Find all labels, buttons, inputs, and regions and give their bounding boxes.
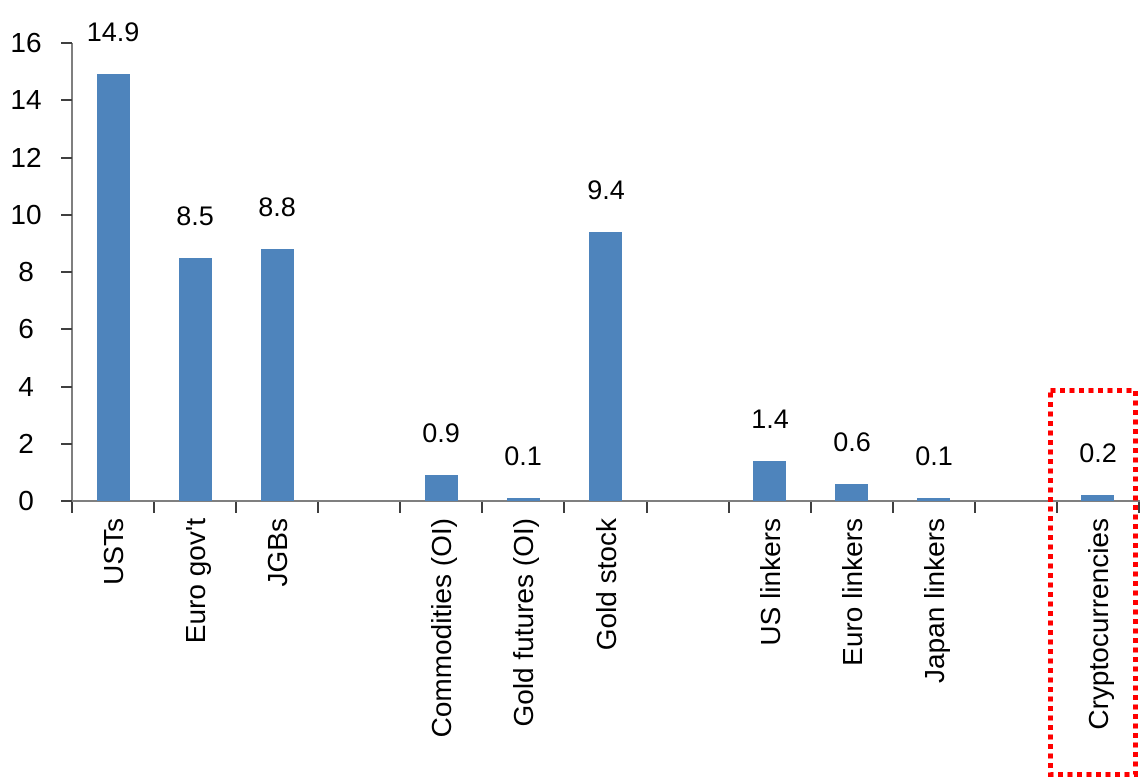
y-tick-label-14: 14	[10, 84, 42, 116]
y-tick-label-2: 2	[18, 427, 34, 459]
y-tick-6	[61, 328, 72, 331]
category-label-japan-linkers: Japan linkers	[919, 518, 950, 683]
y-tick-4	[61, 385, 72, 388]
bar-us-linkers	[753, 461, 786, 501]
value-label-cryptocurrencies: 0.2	[1079, 438, 1117, 468]
y-tick-label-8: 8	[18, 256, 34, 287]
x-tick-7	[645, 502, 648, 513]
x-tick-4	[399, 502, 402, 513]
x-tick-5	[481, 502, 484, 513]
x-tick-6	[563, 502, 566, 513]
category-label-commodities-oi: Commodities (OI)	[426, 518, 457, 738]
x-tick-10	[891, 502, 894, 513]
y-tick-label-16: 16	[10, 27, 42, 58]
category-label-gold-futures-oi: Gold futures (OI)	[508, 518, 539, 727]
x-tick-13	[1138, 502, 1140, 513]
x-tick-0	[71, 502, 73, 513]
y-tick-0	[61, 500, 72, 502]
y-tick-label-10: 10	[10, 198, 42, 230]
bar-commodities-oi	[425, 475, 458, 501]
y-tick-12	[61, 156, 72, 159]
category-label-cryptocurrencies: Cryptocurrencies	[1083, 518, 1114, 730]
value-label-euro-gov-t: 8.5	[176, 201, 214, 231]
bar-euro-gov-t	[179, 258, 212, 501]
bar-cryptocurrencies	[1081, 495, 1114, 501]
x-tick-3	[317, 502, 320, 513]
category-label-usts: USTs	[98, 518, 129, 585]
y-tick-10	[61, 213, 72, 216]
x-tick-1	[153, 502, 156, 513]
value-label-jgbs: 8.8	[258, 192, 296, 222]
category-label-euro-gov-t: Euro gov't	[180, 518, 211, 644]
y-tick-label-4: 4	[18, 370, 34, 402]
value-label-gold-futures-oi: 0.1	[504, 441, 542, 471]
value-label-japan-linkers: 0.1	[915, 441, 953, 471]
bar-gold-stock	[589, 232, 622, 501]
value-label-commodities-oi: 0.9	[422, 418, 460, 448]
y-tick-16	[61, 42, 72, 44]
y-tick-label-0: 0	[18, 485, 34, 516]
y-tick-label-12: 12	[10, 141, 42, 173]
y-tick-8	[61, 271, 72, 273]
bar-euro-linkers	[835, 484, 868, 501]
category-label-us-linkers: US linkers	[755, 518, 786, 646]
y-tick-14	[61, 99, 72, 102]
y-tick-2	[61, 442, 72, 445]
value-label-us-linkers: 1.4	[751, 404, 789, 434]
bar-jgbs	[261, 249, 294, 501]
category-label-gold-stock: Gold stock	[591, 518, 622, 651]
x-tick-2	[235, 502, 238, 513]
category-label-euro-linkers: Euro linkers	[837, 518, 868, 666]
bar-japan-linkers	[917, 498, 950, 501]
y-tick-label-6: 6	[18, 313, 34, 345]
value-label-gold-stock: 9.4	[587, 175, 625, 205]
x-tick-8	[727, 502, 730, 513]
category-label-jgbs: JGBs	[262, 518, 293, 587]
value-label-euro-linkers: 0.6	[833, 427, 871, 457]
value-label-usts: 14.9	[86, 17, 140, 47]
x-tick-11	[973, 502, 976, 513]
y-axis-line	[71, 43, 73, 512]
bar-gold-futures-oi	[507, 498, 540, 501]
x-axis-line	[71, 500, 1140, 502]
x-tick-9	[809, 502, 812, 513]
x-tick-12	[1055, 502, 1058, 513]
bar-usts	[97, 74, 130, 501]
